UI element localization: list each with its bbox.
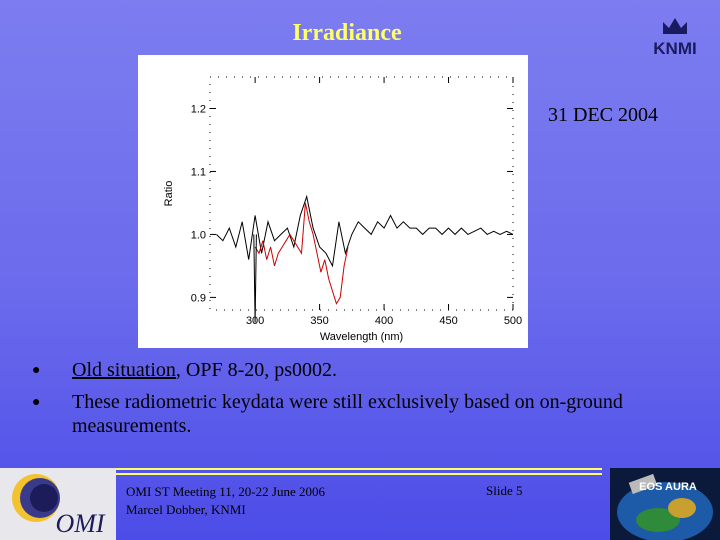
footer-divider — [116, 473, 602, 475]
omi-logo: OMI — [0, 468, 116, 540]
x-tick-label: 400 — [375, 315, 393, 327]
slide-title: Irradiance — [292, 20, 402, 46]
y-tick-label: 1.1 — [191, 166, 206, 178]
bullet-item: ● Old situation, OPF 8-20, ps0002. — [32, 358, 692, 384]
eos-aura-logo: EOS AURA — [610, 468, 720, 540]
bullet-underlined: Old situation — [72, 359, 176, 381]
footer-divider — [116, 468, 602, 470]
bullet-text: These radiometric keydata were still exc… — [72, 391, 623, 437]
y-tick-label: 1.0 — [191, 229, 206, 241]
bullet-dot-icon: ● — [32, 363, 41, 378]
bullet-text: Old situation, OPF 8-20, ps0002. — [72, 358, 692, 384]
y-tick-label: 0.9 — [191, 292, 206, 304]
footer-line2: Marcel Dobber, KNMI — [126, 502, 246, 517]
series-line-2 — [253, 234, 257, 323]
series-line-1 — [254, 202, 349, 305]
y-axis-label: Ratio — [163, 181, 175, 207]
bullet-item: ● These radiometric keydata were still e… — [32, 390, 692, 438]
omi-logo-text: OMI — [55, 509, 105, 538]
date-label: 31 DEC 2004 — [548, 104, 658, 126]
knmi-logo-text: KNMI — [653, 39, 696, 58]
x-tick-label: 500 — [504, 315, 522, 327]
footer-meeting: OMI ST Meeting 11, 20-22 June 2006 Marce… — [126, 483, 325, 519]
bullet-dot-icon: ● — [32, 395, 41, 410]
knmi-logo: KNMI — [653, 18, 697, 58]
chart-panel: 300 350 400 450 500 0.9 1.0 1.1 1.2 Wavelength (n… — [138, 55, 528, 348]
footer-slide-number: Slide 5 — [486, 483, 523, 498]
x-axis-label: Wavelength (nm) — [320, 331, 403, 343]
bullet-list: ● Old situation, OPF 8-20, ps0002. ● The… — [32, 358, 692, 444]
series-line-0 — [216, 194, 514, 268]
footer-line1: OMI ST Meeting 11, 20-22 June 2006 — [126, 484, 325, 499]
y-tick-label: 1.2 — [191, 103, 206, 115]
x-tick-label: 350 — [310, 315, 328, 327]
aura-logo-text: EOS AURA — [639, 481, 697, 493]
x-tick-label: 450 — [439, 315, 457, 327]
bullet-rest: , OPF 8-20, ps0002. — [175, 359, 338, 381]
